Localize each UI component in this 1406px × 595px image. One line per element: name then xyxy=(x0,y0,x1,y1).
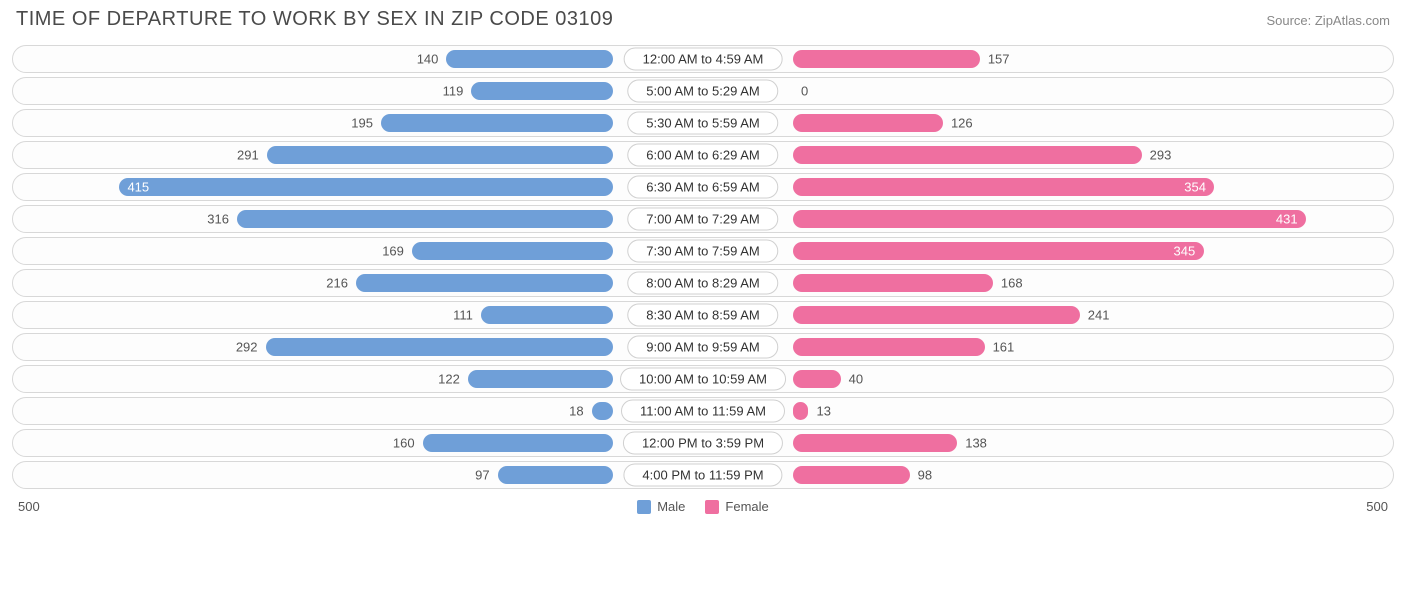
time-range-label: 10:00 AM to 10:59 AM xyxy=(620,368,786,391)
female-value: 168 xyxy=(1001,276,1023,291)
time-range-label: 12:00 PM to 3:59 PM xyxy=(623,432,783,455)
time-range-label: 5:30 AM to 5:59 AM xyxy=(627,112,778,135)
male-value: 291 xyxy=(237,148,259,163)
male-value: 216 xyxy=(326,276,348,291)
male-value: 119 xyxy=(443,84,464,99)
axis-right-max: 500 xyxy=(1366,499,1388,514)
male-value: 316 xyxy=(207,212,229,227)
chart-row: 5:00 AM to 5:29 AM 119 0 xyxy=(12,77,1394,105)
time-range-label: 6:30 AM to 6:59 AM xyxy=(627,176,778,199)
male-bar xyxy=(237,210,613,228)
male-value: 140 xyxy=(417,52,439,67)
female-value: 161 xyxy=(993,340,1015,355)
time-range-label: 5:00 AM to 5:29 AM xyxy=(627,80,778,103)
chart-row: 9:00 AM to 9:59 AM 292 161 xyxy=(12,333,1394,361)
female-bar xyxy=(793,50,980,68)
chart-row: 5:30 AM to 5:59 AM 195 126 xyxy=(12,109,1394,137)
chart-header: TIME OF DEPARTURE TO WORK BY SEX IN ZIP … xyxy=(12,8,1394,41)
chart-source: Source: ZipAtlas.com xyxy=(1266,13,1390,28)
male-bar xyxy=(356,274,613,292)
chart-row: 7:30 AM to 7:59 AM 169 345 xyxy=(12,237,1394,265)
female-bar xyxy=(793,178,1214,196)
male-bar xyxy=(446,50,613,68)
male-bar xyxy=(412,242,613,260)
axis-left-max: 500 xyxy=(18,499,40,514)
female-value: 241 xyxy=(1088,308,1110,323)
chart-row: 12:00 PM to 3:59 PM 160 138 xyxy=(12,429,1394,457)
female-bar xyxy=(793,370,841,388)
legend-swatch-female xyxy=(705,500,719,514)
female-bar xyxy=(793,466,910,484)
male-value: 122 xyxy=(438,372,460,387)
male-bar xyxy=(498,466,613,484)
female-bar xyxy=(793,210,1306,228)
male-bar xyxy=(592,402,613,420)
male-value: 111 xyxy=(453,308,473,323)
female-bar xyxy=(793,274,993,292)
male-value: 169 xyxy=(382,244,404,259)
male-value: 415 xyxy=(127,180,149,195)
time-range-label: 7:30 AM to 7:59 AM xyxy=(627,240,778,263)
female-value: 40 xyxy=(849,372,863,387)
female-value: 13 xyxy=(816,404,830,419)
chart-row: 11:00 AM to 11:59 AM 18 13 xyxy=(12,397,1394,425)
male-bar xyxy=(119,178,613,196)
legend-label-male: Male xyxy=(657,499,685,514)
time-range-label: 7:00 AM to 7:29 AM xyxy=(627,208,778,231)
chart-row: 6:30 AM to 6:59 AM 415 354 xyxy=(12,173,1394,201)
male-value: 160 xyxy=(393,436,415,451)
female-value: 345 xyxy=(1174,244,1196,259)
female-bar xyxy=(793,338,985,356)
female-value: 138 xyxy=(965,436,987,451)
female-value: 98 xyxy=(918,468,932,483)
chart-row: 8:30 AM to 8:59 AM 111 241 xyxy=(12,301,1394,329)
chart-row: 6:00 AM to 6:29 AM 291 293 xyxy=(12,141,1394,169)
male-bar xyxy=(471,82,613,100)
male-value: 18 xyxy=(569,404,583,419)
male-bar xyxy=(381,114,613,132)
legend-swatch-male xyxy=(637,500,651,514)
chart-row: 12:00 AM to 4:59 AM 140 157 xyxy=(12,45,1394,73)
female-value: 126 xyxy=(951,116,973,131)
legend-item-male: Male xyxy=(637,499,685,514)
time-range-label: 8:00 AM to 8:29 AM xyxy=(627,272,778,295)
male-bar xyxy=(481,306,613,324)
legend-item-female: Female xyxy=(705,499,768,514)
legend: Male Female xyxy=(637,499,769,514)
male-bar xyxy=(423,434,613,452)
male-bar xyxy=(266,338,613,356)
male-bar xyxy=(468,370,613,388)
time-range-label: 8:30 AM to 8:59 AM xyxy=(627,304,778,327)
female-value: 293 xyxy=(1150,148,1172,163)
female-bar xyxy=(793,242,1204,260)
chart-area: 12:00 AM to 4:59 AM 140 157 5:00 AM to 5:29… xyxy=(12,45,1394,489)
time-range-label: 4:00 PM to 11:59 PM xyxy=(623,464,782,487)
legend-label-female: Female xyxy=(725,499,768,514)
female-bar xyxy=(793,306,1080,324)
chart-row: 4:00 PM to 11:59 PM 97 98 xyxy=(12,461,1394,489)
chart-row: 8:00 AM to 8:29 AM 216 168 xyxy=(12,269,1394,297)
male-value: 292 xyxy=(236,340,258,355)
female-bar xyxy=(793,146,1142,164)
female-bar xyxy=(793,114,943,132)
time-range-label: 6:00 AM to 6:29 AM xyxy=(627,144,778,167)
male-bar xyxy=(267,146,613,164)
male-value: 97 xyxy=(475,468,489,483)
male-value: 195 xyxy=(351,116,373,131)
female-value: 354 xyxy=(1184,180,1206,195)
chart-footer: 500 Male Female 500 xyxy=(12,493,1394,514)
time-range-label: 9:00 AM to 9:59 AM xyxy=(627,336,778,359)
chart-row: 7:00 AM to 7:29 AM 316 431 xyxy=(12,205,1394,233)
chart-title: TIME OF DEPARTURE TO WORK BY SEX IN ZIP … xyxy=(16,8,613,31)
female-bar xyxy=(793,434,957,452)
chart-row: 10:00 AM to 10:59 AM 122 40 xyxy=(12,365,1394,393)
female-value: 157 xyxy=(988,52,1010,67)
female-bar xyxy=(793,402,808,420)
time-range-label: 11:00 AM to 11:59 AM xyxy=(621,400,785,423)
female-value: 431 xyxy=(1276,212,1298,227)
time-range-label: 12:00 AM to 4:59 AM xyxy=(624,48,783,71)
female-value: 0 xyxy=(801,84,808,99)
